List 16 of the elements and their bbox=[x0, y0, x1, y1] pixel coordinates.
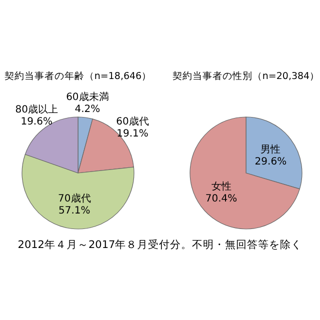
data-label: 57.1% bbox=[58, 206, 90, 217]
slice-label: 女性 bbox=[211, 180, 232, 192]
data-label: 4.2% bbox=[74, 104, 100, 115]
slice-label: 男性 bbox=[260, 144, 281, 156]
slice-label: 60歳未満 bbox=[66, 90, 109, 103]
slice-label: 60歳代 bbox=[116, 115, 149, 128]
chart-title: 契約当事者の性別（n=20,384） bbox=[172, 70, 320, 82]
slice-label: 80歳以上 bbox=[15, 103, 58, 116]
pie-slice bbox=[190, 116, 300, 230]
data-label: 19.6% bbox=[20, 116, 52, 128]
data-label: 70.4% bbox=[205, 193, 238, 204]
data-label: 29.6% bbox=[254, 156, 287, 168]
chart-title: 契約当事者の年齢（n=18,646） bbox=[4, 70, 152, 82]
text: 2012年４月～2017年８月受付分。不明・無回答等を除く bbox=[18, 238, 302, 251]
data-label: 19.1% bbox=[116, 128, 148, 140]
slice-label: 70歳代 bbox=[58, 192, 91, 205]
